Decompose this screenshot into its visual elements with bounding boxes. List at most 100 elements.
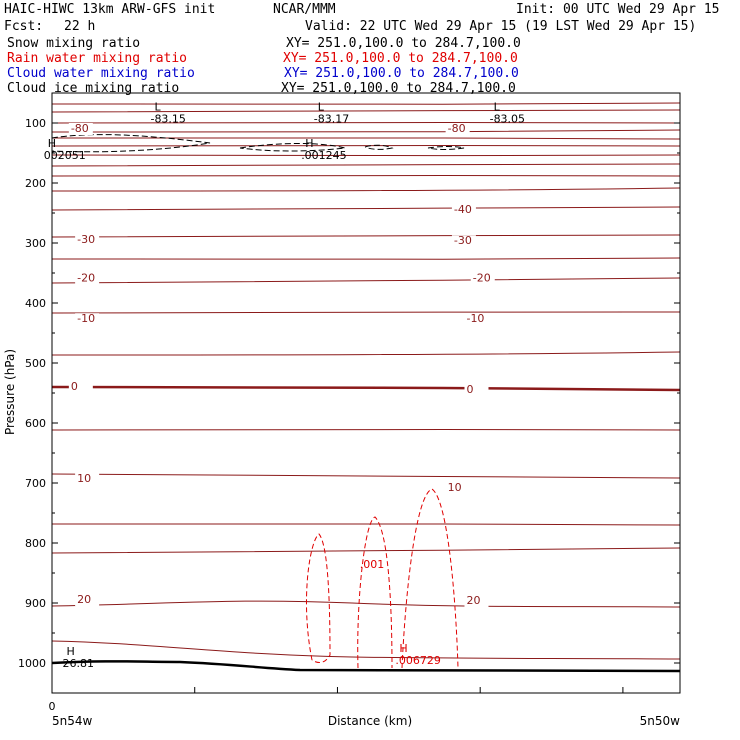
temperature-contour-line [51,102,681,105]
forecast-label: Fcst: [4,19,44,34]
extremum-value: -83.17 [314,112,349,125]
x-axis [51,687,624,693]
field-xy-cloud-ice: XY= 251.0,100.0 to 284.7,100.0 [281,81,516,96]
rain-contours [305,488,459,669]
label-mask [470,272,495,285]
temperature-contour-line [51,206,681,211]
label-mask [464,595,489,608]
temperature-contour-line [51,257,681,260]
extremum-value: .001245 [301,149,347,162]
field-label-rain: Rain water mixing ratio [7,51,188,66]
extremum-symbol: H [67,645,75,658]
field-xy-rain: XY= 251.0,100.0 to 284.7,100.0 [283,51,518,66]
extremum-symbol: H [399,642,407,655]
temperature-contour-line [51,547,681,554]
extremum-symbol: L [494,100,501,113]
ice-contour [427,146,465,150]
label-mask [445,123,470,135]
temperature-label: 10 [448,481,462,494]
ice-contour [364,144,394,150]
field-label-cloud-ice: Cloud ice mixing ratio [7,81,180,96]
extremum-value: 002051 [44,149,86,162]
temperature-label: 0 [466,383,473,396]
extremum-value: -83.05 [490,112,525,125]
extrema-labels: L-83.15L-83.17L-83.05H26.81H002051H.0012… [44,100,525,670]
temperature-label: -80 [448,122,466,135]
x-right-label: 5n50w [640,714,681,728]
extremum-symbol: L [318,100,325,113]
rain-contour [305,533,331,664]
label-mask [75,594,100,606]
temperature-contour-line [51,473,681,479]
extremum-value: .006729 [395,654,441,667]
label-mask [451,235,476,248]
temperature-label: -30 [454,234,472,247]
temperature-label: 20 [77,593,91,606]
temperature-contour-line [51,600,681,608]
label-mask [464,313,489,326]
temperature-label: 10 [77,472,91,485]
temperature-label: -40 [454,203,472,216]
label-mask [75,234,100,246]
organization-label: NCAR/MMM [273,2,336,17]
snow-ice-contours [51,134,465,153]
temperature-label: 0 [71,380,78,393]
x-origin-tick-label: 0 [49,700,56,713]
extremum-symbol: H [48,137,56,150]
temperature-contour-line [51,163,681,167]
temperature-contours [51,102,681,660]
label-mask [451,204,476,216]
temperature-label: -20 [77,271,95,284]
y-tick-label: 800 [25,537,46,550]
extremum-symbol: L [154,100,161,113]
temperature-label: -10 [77,312,95,325]
rain-contour-label: .001 [360,558,385,571]
label-mask [68,381,93,393]
temperature-label: -20 [473,271,491,284]
y-tick-label: 900 [25,597,46,610]
terrain-line [51,660,681,673]
x-left-label: 5n54w [52,714,93,728]
plot-frame [51,92,681,694]
y-tick-label: 400 [25,297,46,310]
field-xy-snow: XY= 251.0,100.0 to 284.7,100.0 [286,36,521,51]
label-mask [75,313,100,326]
rain-contour [357,516,393,669]
temperature-contour-line [51,640,681,660]
forecast-hours: 22 h [64,19,96,34]
y-tick-label: 100 [25,117,46,130]
temperature-contour-line [51,234,681,238]
temperature-label: -30 [77,233,95,246]
temperature-contour-line [51,311,681,314]
init-time: Init: 00 UTC Wed 29 Apr 15 [516,2,720,17]
model-title: HAIC-HIWC 13km ARW-GFS init [4,2,216,17]
y-tick-label: 700 [25,477,46,490]
temperature-contour-line [51,137,681,140]
x-axis-title: Distance (km) [328,714,412,728]
ice-contour [239,143,346,152]
y-tick-label: 200 [25,177,46,190]
field-xy-cloud-water: XY= 251.0,100.0 to 284.7,100.0 [284,66,519,81]
valid-time: Valid: 22 UTC Wed 29 Apr 15 (19 LST Wed … [305,19,697,34]
y-tick-label: 1000 [18,657,46,670]
temperature-contour-line [51,277,681,284]
extremum-value: 26.81 [63,657,94,670]
field-label-cloud-water: Cloud water mixing ratio [7,66,195,81]
temperature-contour-line [51,154,681,157]
temperature-contour-line [51,351,681,356]
temperature-contour-line [51,109,681,113]
label-mask [464,384,489,396]
label-mask [68,123,93,135]
y-tick-label: 600 [25,417,46,430]
temperature-contour-line [51,385,681,392]
temperature-contour-line [51,187,681,192]
temperature-label: -10 [466,312,484,325]
temperature-contour-line [51,523,681,526]
temperature-label: -80 [71,122,89,135]
extremum-symbol: H [305,137,313,150]
y-tick-label: 300 [25,237,46,250]
extremum-value: -83.15 [150,112,185,125]
rain-contour [401,488,459,669]
